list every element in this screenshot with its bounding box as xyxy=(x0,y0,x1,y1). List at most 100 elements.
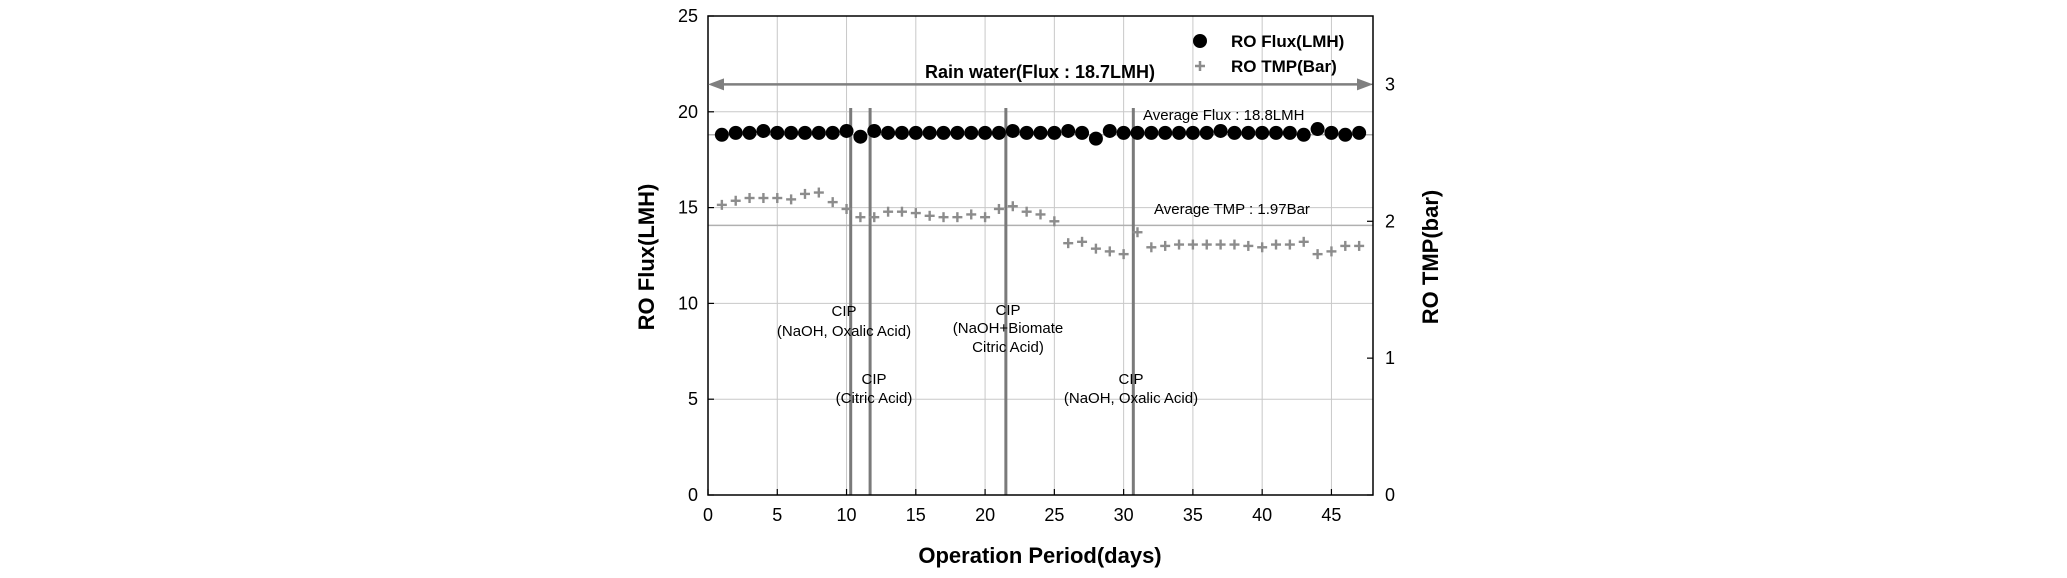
tmp-point xyxy=(1312,249,1323,260)
x-tick-label: 20 xyxy=(975,505,995,525)
flux-point xyxy=(811,125,826,140)
flux-point xyxy=(1352,125,1367,140)
flux-point xyxy=(908,125,923,140)
flux-point xyxy=(714,127,729,142)
flux-point xyxy=(1227,125,1242,140)
tmp-point xyxy=(1326,246,1337,257)
y-axis-title: RO Flux(LMH) xyxy=(634,184,659,331)
legend-flux-marker xyxy=(1193,34,1207,48)
average-tmp-label: Average TMP : 1.97Bar xyxy=(1154,201,1310,218)
flux-point xyxy=(936,125,951,140)
flux-point xyxy=(1213,123,1228,138)
y-axis-ticks: 0 5 10 15 20 25 xyxy=(678,6,714,505)
tmp-point xyxy=(1340,240,1351,251)
tmp-point xyxy=(1187,239,1198,250)
tmp-series xyxy=(716,187,1365,260)
flux-point xyxy=(1061,123,1076,138)
flux-point xyxy=(1310,122,1325,137)
y2-tick-label: 0 xyxy=(1385,485,1395,505)
cip3-title: CIP xyxy=(995,302,1020,319)
tmp-point xyxy=(1354,240,1365,251)
tmp-point xyxy=(1271,239,1282,250)
flux-point xyxy=(1019,125,1034,140)
x-tick-label: 0 xyxy=(703,505,713,525)
flux-point xyxy=(867,123,882,138)
flux-point xyxy=(1005,123,1020,138)
flux-point xyxy=(839,123,854,138)
flux-point xyxy=(1158,125,1173,140)
flux-point xyxy=(1130,125,1145,140)
tmp-point xyxy=(772,193,783,204)
flux-series xyxy=(714,122,1367,146)
rain-water-arrow xyxy=(708,78,1373,91)
cip1-title: CIP xyxy=(831,303,856,320)
flux-point xyxy=(853,129,868,144)
y-tick-label: 0 xyxy=(688,485,698,505)
flux-point xyxy=(1269,125,1284,140)
x-tick-label: 25 xyxy=(1044,505,1064,525)
tmp-point xyxy=(1049,216,1060,227)
tmp-point xyxy=(786,194,797,205)
average-flux-label: Average Flux : 18.8LMH xyxy=(1143,107,1304,124)
flux-point xyxy=(922,125,937,140)
tmp-point xyxy=(1243,240,1254,251)
tmp-point xyxy=(966,209,977,220)
tmp-point xyxy=(1284,239,1295,250)
cip4-detail: (NaOH, Oxalic Acid) xyxy=(1064,390,1198,407)
x-tick-label: 5 xyxy=(772,505,782,525)
y-tick-label: 20 xyxy=(678,102,698,122)
tmp-point xyxy=(1063,238,1074,249)
tmp-point xyxy=(883,206,894,217)
tmp-point xyxy=(716,199,727,210)
flux-point xyxy=(881,125,896,140)
flux-point xyxy=(825,125,840,140)
tmp-point xyxy=(758,193,769,204)
cip2-detail: (Citric Acid) xyxy=(836,390,913,407)
flux-point xyxy=(1199,125,1214,140)
y2-tick-label: 2 xyxy=(1385,211,1395,231)
tmp-point xyxy=(993,203,1004,214)
y2-axis-ticks: 0 1 2 3 xyxy=(1367,74,1395,505)
rain-water-label: Rain water(Flux : 18.7LMH) xyxy=(925,62,1155,82)
flux-point xyxy=(1296,127,1311,142)
flux-point xyxy=(1241,125,1256,140)
flux-point xyxy=(950,125,965,140)
legend-tmp-label: RO TMP(Bar) xyxy=(1231,57,1337,76)
cip1-detail: (NaOH, Oxalic Acid) xyxy=(777,323,911,340)
y2-tick-label: 1 xyxy=(1385,348,1395,368)
flux-point xyxy=(1185,125,1200,140)
tmp-point xyxy=(827,197,838,208)
grid xyxy=(708,16,1373,495)
flux-point xyxy=(784,125,799,140)
tmp-point xyxy=(855,212,866,223)
tmp-point xyxy=(896,206,907,217)
x-tick-label: 45 xyxy=(1321,505,1341,525)
cip3-detail-1: (NaOH+Biomate xyxy=(953,320,1063,337)
x-tick-label: 10 xyxy=(837,505,857,525)
tmp-point xyxy=(730,195,741,206)
flux-point xyxy=(1172,125,1187,140)
tmp-point xyxy=(1118,249,1129,260)
tmp-point xyxy=(1174,239,1185,250)
x-tick-label: 35 xyxy=(1183,505,1203,525)
x-tick-label: 30 xyxy=(1114,505,1134,525)
tmp-point xyxy=(799,188,810,199)
tmp-point xyxy=(869,212,880,223)
tmp-point xyxy=(1298,236,1309,247)
tmp-point xyxy=(1160,240,1171,251)
legend-flux-label: RO Flux(LMH) xyxy=(1231,32,1344,51)
flux-point xyxy=(1338,127,1353,142)
tmp-point xyxy=(1035,209,1046,220)
flux-point xyxy=(894,125,909,140)
flux-point xyxy=(991,125,1006,140)
y2-axis-title: RO TMP(bar) xyxy=(1418,190,1443,324)
flux-point xyxy=(1075,125,1090,140)
y-tick-label: 5 xyxy=(688,389,698,409)
tmp-point xyxy=(1146,242,1157,253)
tmp-point xyxy=(1007,201,1018,212)
tmp-point xyxy=(980,212,991,223)
tmp-point xyxy=(1132,227,1143,238)
flux-point xyxy=(1033,125,1048,140)
cip-lines xyxy=(849,108,1135,495)
